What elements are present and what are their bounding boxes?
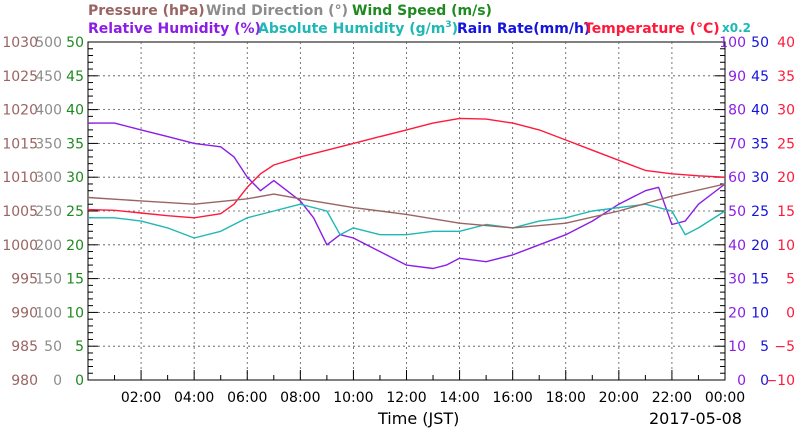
- x-tick-label: 18:00: [546, 390, 586, 406]
- series-line-temperature-0: [87, 117, 726, 219]
- wind-direction-tick-label: 500: [35, 35, 62, 51]
- temperature-tick-label: 0: [786, 305, 795, 321]
- wind-direction-tick-label: 250: [35, 204, 62, 220]
- wind-direction-tick-label: 400: [35, 103, 62, 119]
- pressure-tick-label: 1030: [2, 35, 38, 51]
- x-tick-label: 10:00: [333, 390, 373, 406]
- pressure-tick-label: 1010: [2, 170, 38, 186]
- rain-rate-tick-label: 35: [751, 136, 769, 152]
- wind-speed-tick-label: 0: [75, 373, 84, 389]
- x-tick-label: 08:00: [280, 390, 320, 406]
- humidity-tick-label: 90: [728, 69, 746, 85]
- wind-speed-tick-label: 10: [66, 305, 84, 321]
- temperature-tick-label: 15: [777, 204, 795, 220]
- rain-rate-tick-label: 5: [760, 339, 769, 355]
- wind-speed-tick-label: 15: [66, 272, 84, 288]
- temperature-tick-label: 30: [777, 103, 795, 119]
- wind-speed-tick-label: 5: [75, 339, 84, 355]
- humidity-tick-label: 70: [728, 136, 746, 152]
- wind-direction-tick-label: 50: [44, 339, 62, 355]
- x-tick-label: 20:00: [599, 390, 639, 406]
- pressure-tick-label: 1015: [2, 136, 38, 152]
- legend-rain-rate: Rain Rate(mm/h): [457, 21, 590, 37]
- humidity-tick-label: 0: [737, 373, 746, 389]
- series-lines: [87, 117, 726, 270]
- temperature-tick-label: −5: [774, 339, 795, 355]
- legend-temperature: Temperature (°C): [584, 21, 720, 37]
- wind-direction-tick-label: 100: [35, 305, 62, 321]
- pressure-tick-label: 1020: [2, 103, 38, 119]
- x-tick-label: 02:00: [121, 390, 161, 406]
- temperature-tick-label: 35: [777, 69, 795, 85]
- pressure-tick-label: 1025: [2, 69, 38, 85]
- legend-absolute-humidity: Absolute Humidity (g/m3): [258, 20, 458, 37]
- legend-wind-direction: Wind Direction (°): [206, 3, 348, 19]
- humidity-tick-label: 60: [728, 170, 746, 186]
- humidity-tick-label: 40: [728, 238, 746, 254]
- temperature-tick-label: 10: [777, 238, 795, 254]
- x-tick-label: 06:00: [227, 390, 267, 406]
- x-tick-label: 12:00: [386, 390, 426, 406]
- x-tick-label: 22:00: [652, 390, 692, 406]
- tick-labels: 1030102510201015101010051000995990985980…: [2, 35, 795, 406]
- wind-speed-tick-label: 50: [66, 35, 84, 51]
- date-label: 2017-05-08: [649, 409, 742, 428]
- x-tick-label: 04:00: [174, 390, 214, 406]
- rain-rate-tick-label: 20: [751, 238, 769, 254]
- rain-rate-tick-label: 40: [751, 103, 769, 119]
- wind-direction-tick-label: 300: [35, 170, 62, 186]
- pressure-tick-label: 985: [11, 339, 38, 355]
- x-tick-label: 16:00: [492, 390, 532, 406]
- rain-rate-tick-label: 0: [760, 373, 769, 389]
- pressure-tick-label: 995: [11, 272, 38, 288]
- humidity-tick-label: 50: [728, 204, 746, 220]
- series-line-humidity-1: [88, 122, 726, 270]
- wind-speed-tick-label: 40: [66, 103, 84, 119]
- pressure-tick-label: 990: [11, 305, 38, 321]
- humidity-tick-label: 10: [728, 339, 746, 355]
- x-axis-label: Time (JST): [377, 409, 459, 428]
- series-line-pressure-3: [87, 183, 726, 229]
- wind-direction-tick-label: 0: [53, 373, 62, 389]
- legend-absolute-humidity-sup: 3: [445, 20, 451, 30]
- rain-rate-tick-label: 10: [751, 305, 769, 321]
- temperature-tick-label: 20: [777, 170, 795, 186]
- temperature-tick-label: −10: [765, 373, 795, 389]
- wind-speed-tick-label: 45: [66, 69, 84, 85]
- pressure-tick-label: 1000: [2, 238, 38, 254]
- rain-rate-tick-label: 25: [751, 204, 769, 220]
- wind-speed-tick-label: 25: [66, 204, 84, 220]
- temperature-tick-label: 40: [777, 35, 795, 51]
- legend-wind-speed: Wind Speed (m/s): [352, 3, 492, 19]
- pressure-tick-label: 1005: [2, 204, 38, 220]
- rain-rate-tick-label: 15: [751, 272, 769, 288]
- wind-speed-tick-label: 35: [66, 136, 84, 152]
- legend-pressure: Pressure (hPa): [88, 3, 205, 19]
- temperature-tick-label: 25: [777, 136, 795, 152]
- wind-direction-tick-label: 450: [35, 69, 62, 85]
- legend-relative-humidity: Relative Humidity (%): [88, 21, 261, 37]
- humidity-tick-label: 100: [719, 35, 746, 51]
- legend-absolute-humidity-prefix: Absolute Humidity (g/m: [258, 21, 445, 37]
- legend-absolute-humidity-scale: x0.2: [722, 21, 751, 35]
- humidity-tick-label: 30: [728, 272, 746, 288]
- wind-direction-tick-label: 150: [35, 272, 62, 288]
- temperature-tick-label: 5: [786, 272, 795, 288]
- x-tick-label: 00:00: [705, 390, 745, 406]
- pressure-tick-label: 980: [11, 373, 38, 389]
- rain-rate-tick-label: 50: [751, 35, 769, 51]
- wind-speed-tick-label: 20: [66, 238, 84, 254]
- legend-absolute-humidity-suffix: ): [452, 21, 458, 37]
- rain-rate-tick-label: 45: [751, 69, 769, 85]
- wind-speed-tick-label: 30: [66, 170, 84, 186]
- wind-direction-tick-label: 200: [35, 238, 62, 254]
- humidity-tick-label: 20: [728, 305, 746, 321]
- axis-ticks: [88, 41, 726, 381]
- x-tick-label: 14:00: [439, 390, 479, 406]
- grid: [88, 42, 725, 380]
- wind-direction-tick-label: 350: [35, 136, 62, 152]
- rain-rate-tick-label: 30: [751, 170, 769, 186]
- humidity-tick-label: 80: [728, 103, 746, 119]
